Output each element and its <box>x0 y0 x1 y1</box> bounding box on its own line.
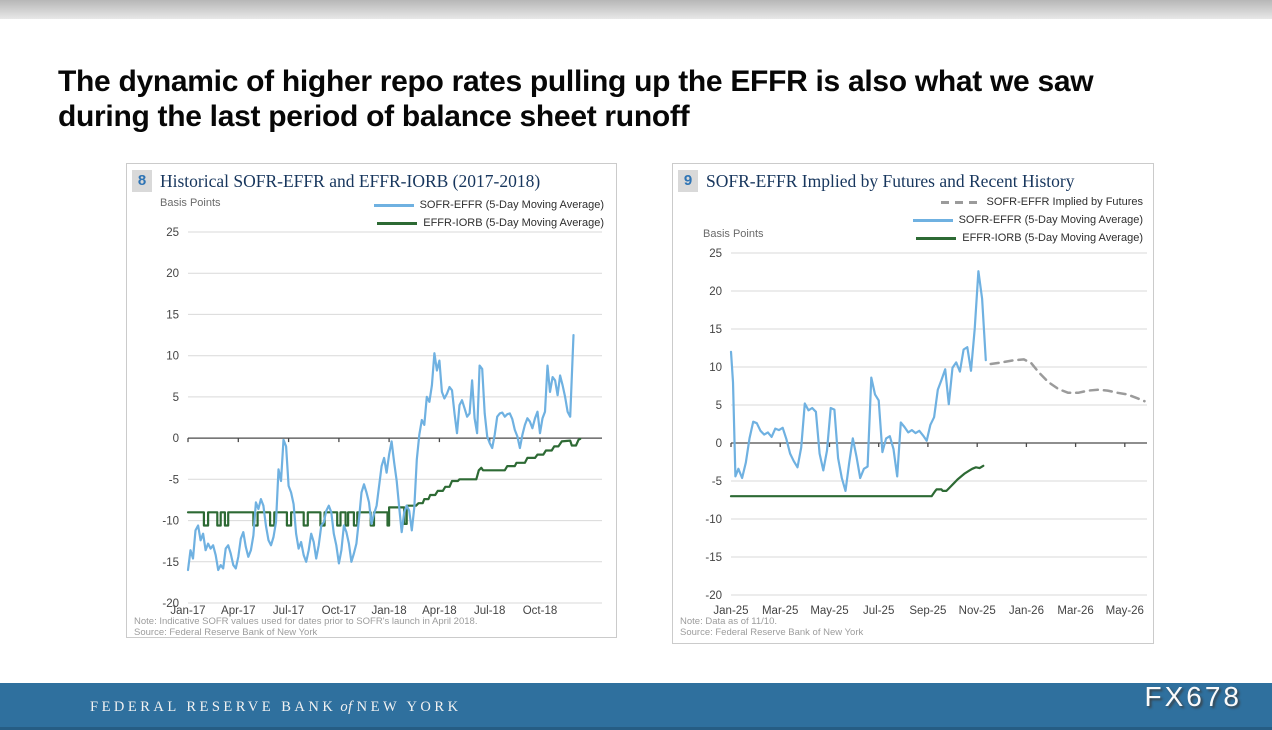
chart-panel-historical-sofr-effr: 8 Historical SOFR-EFFR and EFFR-IORB (20… <box>126 163 617 638</box>
legend-line-swatch <box>912 218 953 222</box>
slide-title-line1: The dynamic of higher repo rates pulling… <box>58 65 1094 98</box>
y-tick-label: 20 <box>709 286 722 298</box>
x-tick-label: Jul-18 <box>474 605 505 617</box>
y-tick-label: 5 <box>173 392 179 404</box>
y-tick-label: -20 <box>705 590 722 602</box>
y-tick-label: 0 <box>173 433 179 445</box>
legend-label: SOFR-EFFR (5-Day Moving Average) <box>419 199 604 211</box>
bank-name-part1: FEDERAL RESERVE BANK <box>90 699 337 715</box>
chart-number-badge: 9 <box>678 170 698 192</box>
chart-number-badge: 8 <box>132 170 152 192</box>
chart-legend: SOFR-EFFR Implied by Futures SOFR-EFFR (5… <box>912 193 1143 247</box>
y-axis-label: Basis Points <box>703 228 764 240</box>
chart-title: Historical SOFR-EFFR and EFFR-IORB (2017… <box>160 171 541 191</box>
series-sofr-effr-futures <box>989 358 1146 403</box>
y-tick-label: -10 <box>705 514 722 526</box>
legend-line-swatch <box>916 236 957 240</box>
legend-dashed-line-swatch <box>940 200 981 204</box>
y-tick-label: 0 <box>716 438 722 450</box>
x-tick-label: May-25 <box>810 605 848 617</box>
chart-legend: SOFR-EFFR (5-Day Moving Average) EFFR-IOR… <box>373 196 604 232</box>
x-tick-label: Nov-25 <box>959 605 996 617</box>
fx678-watermark: FX678 <box>1144 681 1242 712</box>
chart-source: Source: Federal Reserve Bank of New York <box>680 627 864 638</box>
legend-line-swatch <box>377 221 418 225</box>
x-tick-label: Jan-26 <box>1009 605 1044 617</box>
y-tick-label: -5 <box>712 476 722 488</box>
footer-bar: FEDERAL RESERVE BANK of NEW YORK <box>0 683 1272 730</box>
x-tick-label: Sep-25 <box>909 605 946 617</box>
y-tick-label: 10 <box>709 362 722 374</box>
bank-name: FEDERAL RESERVE BANK of NEW YORK <box>90 699 462 716</box>
chart-note: Note: Data as of 11/10. <box>680 616 777 627</box>
legend-item: SOFR-EFFR Implied by Futures <box>940 193 1143 211</box>
chart-header: 8 Historical SOFR-EFFR and EFFR-IORB (20… <box>132 170 540 193</box>
y-tick-label: -10 <box>162 516 179 528</box>
series-sofr-effr <box>729 270 987 492</box>
x-tick-label: May-26 <box>1106 605 1144 617</box>
chart-header: 9 SOFR-EFFR Implied by Futures and Recen… <box>678 170 1074 193</box>
chart-title: SOFR-EFFR Implied by Futures and Recent … <box>706 171 1075 191</box>
chart-note: Note: Indicative SOFR values used for da… <box>134 616 478 627</box>
x-tick-label: Mar-26 <box>1057 605 1093 617</box>
series-effr-iorb <box>186 437 582 527</box>
legend-line-swatch <box>373 203 414 207</box>
slide-title: The dynamic of higher repo rates pulling… <box>58 64 1198 134</box>
y-tick-label: 10 <box>166 351 179 363</box>
y-tick-label: 5 <box>716 400 722 412</box>
legend-item: EFFR-IORB (5-Day Moving Average) <box>916 229 1143 247</box>
y-axis-label: Basis Points <box>160 197 221 209</box>
bank-name-part3: NEW YORK <box>356 699 462 715</box>
y-tick-label: 25 <box>166 227 179 239</box>
x-tick-label: Jul-25 <box>863 605 894 617</box>
slide-title-line2: during the last period of balance sheet … <box>58 100 690 133</box>
chart-source: Source: Federal Reserve Bank of New York <box>134 627 318 638</box>
legend-label: EFFR-IORB (5-Day Moving Average) <box>962 232 1143 244</box>
chart-panel-sofr-effr-futures: 9 SOFR-EFFR Implied by Futures and Recen… <box>672 163 1154 644</box>
window-top-strip <box>0 0 1272 19</box>
bank-name-of: of <box>340 699 353 715</box>
y-tick-label: 25 <box>709 248 722 260</box>
legend-item: SOFR-EFFR (5-Day Moving Average) <box>912 211 1143 229</box>
legend-item: EFFR-IORB (5-Day Moving Average) <box>377 214 604 232</box>
y-tick-label: 15 <box>709 324 722 336</box>
y-tick-label: -5 <box>169 474 179 486</box>
legend-label: EFFR-IORB (5-Day Moving Average) <box>423 217 604 229</box>
legend-label: SOFR-EFFR Implied by Futures <box>986 196 1143 208</box>
legend-label: SOFR-EFFR (5-Day Moving Average) <box>958 214 1143 226</box>
y-tick-label: 15 <box>166 309 179 321</box>
series-effr-iorb <box>729 464 985 498</box>
y-tick-label: -20 <box>162 598 179 610</box>
series-sofr-effr <box>186 334 575 572</box>
y-tick-label: -15 <box>162 557 179 569</box>
legend-item: SOFR-EFFR (5-Day Moving Average) <box>373 196 604 214</box>
y-tick-label: -15 <box>705 552 722 564</box>
y-tick-label: 20 <box>166 268 179 280</box>
x-tick-label: Oct-18 <box>523 605 558 617</box>
